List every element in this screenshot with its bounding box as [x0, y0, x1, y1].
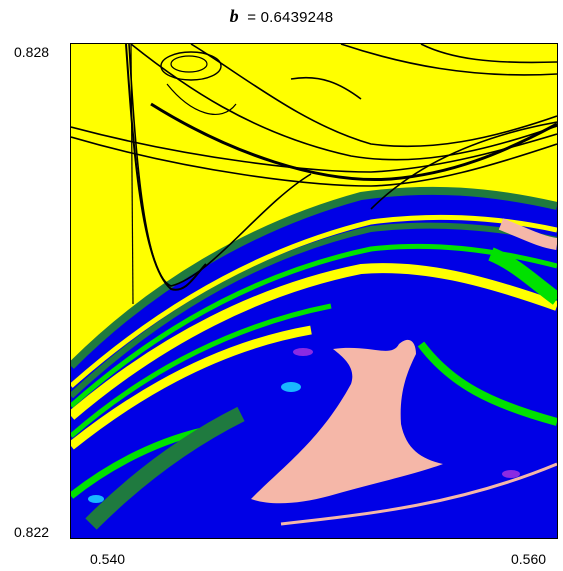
basin-yellow-gap-1 [71, 214, 557, 388]
basin-purple-patch-1 [293, 348, 313, 356]
invariant-curve-8 [290, 76, 362, 100]
basin-green-band-4 [417, 341, 557, 426]
title-equals-sign: = [247, 9, 257, 26]
basin-green-band-3 [71, 303, 332, 438]
basin-dark-green-band-2 [71, 222, 557, 399]
invariant-curve-thick-upper [150, 102, 557, 182]
basin-pink-region [251, 339, 443, 504]
basin-green-band-1 [71, 243, 557, 408]
basin-pink-band-lower [280, 462, 557, 526]
basin-purple-patch-2 [502, 470, 520, 478]
plot-area [70, 43, 558, 539]
title-parameter-value: 0.6439248 [260, 9, 334, 26]
y-tick-label-top: 0.828 [14, 44, 50, 60]
basin-cyan-patch-1 [281, 382, 301, 392]
basin-dark-green-streak [85, 406, 245, 530]
invariant-curve-3 [130, 44, 557, 161]
chart-title: b = 0.6439248 [0, 6, 563, 27]
basin-yellow-gap-2 [71, 263, 557, 420]
title-parameter-symbol: b [229, 6, 239, 26]
invariant-curve-5 [340, 44, 557, 76]
invariant-lobe-inner [128, 44, 312, 287]
invariant-lobe-left-edge [130, 44, 134, 305]
invariant-curve-6 [420, 44, 557, 64]
invariant-loop-3 [166, 83, 237, 115]
invariant-curve-7 [370, 121, 557, 210]
basin-yellow-gap-3 [71, 325, 312, 450]
y-tick-label-bottom: 0.822 [14, 524, 50, 540]
basin-map-svg [71, 44, 557, 538]
invariant-loop-2 [170, 55, 208, 73]
invariant-curve-2 [71, 136, 557, 187]
basin-pink-band-right [498, 218, 557, 250]
invariant-curve-1 [71, 126, 557, 173]
invariant-curve-4 [190, 44, 557, 148]
basin-green-band-2 [488, 247, 557, 305]
x-tick-label-left: 0.540 [90, 551, 126, 567]
invariant-loop-1 [160, 51, 222, 81]
basin-dark-green-band-1 [71, 186, 557, 369]
basin-cyan-patch-2 [88, 495, 104, 503]
x-tick-label-right: 0.560 [511, 551, 547, 567]
